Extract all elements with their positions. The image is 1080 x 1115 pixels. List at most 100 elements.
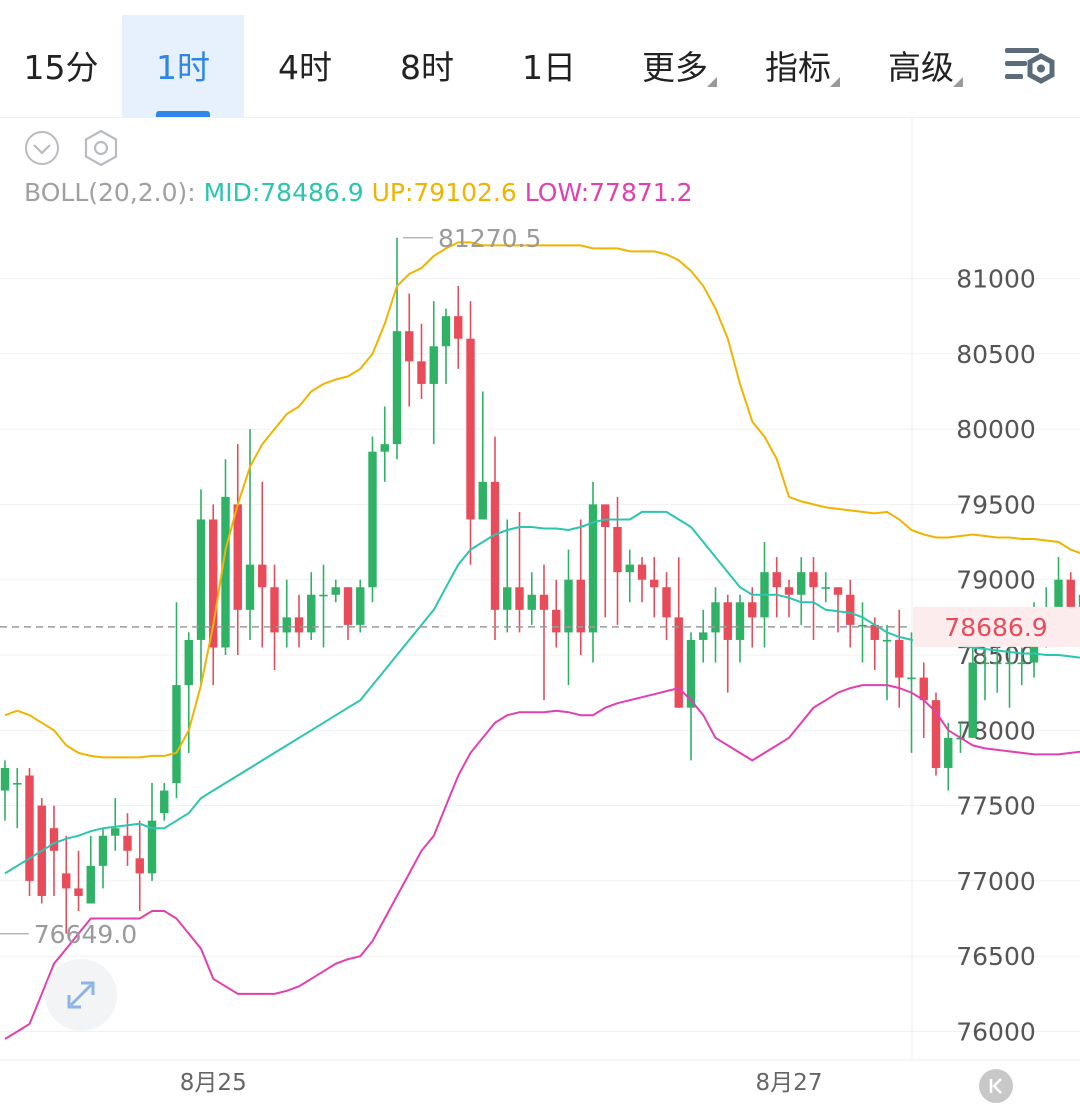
candle [625,549,634,603]
candle [980,647,990,701]
candle-body [711,602,720,633]
boll-up-line [4,241,1080,759]
candle-body [62,873,71,889]
boll-up-value: UP:79102.6 [371,178,517,207]
candle-body [735,602,745,640]
tab-15m[interactable]: 15分 [0,15,122,117]
candle [172,602,181,799]
candle-body [980,662,990,665]
scroll-to-latest-glyph [989,1078,1002,1094]
candle [454,286,463,369]
boll-label: BOLL(20,2.0): [24,178,196,207]
candle [196,489,206,686]
candle-body [74,888,83,896]
tab-indicators[interactable]: 指标 [760,15,840,117]
candle-body [123,835,132,851]
candle-body [907,677,916,680]
candle [209,504,218,686]
candle-body [0,767,10,791]
candle-body [870,624,879,640]
candle [13,767,22,829]
candle [674,557,683,708]
tab-1d[interactable]: 1日 [488,15,610,117]
candle [245,429,255,640]
hexagon-settings-icon[interactable] [82,129,120,167]
candle [797,557,806,625]
candle-body [13,783,22,785]
candle-body [576,579,585,633]
candle [613,496,622,625]
candle-body [331,587,340,595]
candle-body [258,564,267,588]
candle [49,805,59,896]
candle-body [968,662,977,738]
x-tick-label: 8月25 [180,1070,247,1096]
candle [62,835,71,934]
tab-label: 更多 [642,48,708,87]
candle [748,587,757,648]
candle-body [882,639,892,642]
candle [356,579,365,633]
candle [870,617,879,671]
chevron-down-icon[interactable] [24,130,60,166]
candle-body [196,519,206,640]
candle-body [429,346,438,384]
candle-body [993,662,1002,665]
candle [895,609,904,708]
candle-body [184,639,193,686]
tab-more[interactable]: 更多 [637,15,717,117]
candle [527,572,536,625]
candle-body [49,828,59,851]
candle [686,632,696,761]
candle [588,481,598,663]
candle [931,692,941,776]
tab-1h[interactable]: 1时 [122,15,244,117]
candle [307,572,316,640]
candle-body [441,316,451,347]
candle-body [478,481,487,520]
candle [429,301,438,445]
candle-body [380,444,389,452]
tab-advanced[interactable]: 高级 [883,15,963,117]
candle-body [503,587,512,610]
tab-label: 15分 [23,48,99,87]
candle [441,308,451,384]
candle [368,436,377,603]
candle [711,587,720,663]
chart-settings-icon[interactable] [1003,44,1057,88]
dropdown-triangle-icon [707,77,717,87]
tab-label: 1时 [156,48,210,87]
candle-body [846,594,855,625]
candle [944,722,953,791]
candle [221,459,230,655]
candle-body [833,587,843,595]
candle-body [135,858,144,874]
candle-body [772,572,781,588]
candle [735,594,745,663]
y-tick-label: 80000 [956,415,1036,444]
candle-body [160,790,169,814]
scroll-to-latest-icon[interactable] [979,1069,1013,1103]
candle-body [270,587,279,633]
expand-button[interactable] [45,959,117,1031]
candle [123,813,132,866]
tab-label: 8时 [400,48,454,87]
candle [184,632,193,753]
candle-body [417,361,426,384]
candle [331,579,340,603]
tab-4h[interactable]: 4时 [244,15,366,117]
candle [576,519,585,655]
candle [968,647,977,738]
candle [821,572,830,603]
candle [503,519,512,633]
y-tick-label: 80500 [956,340,1036,369]
tab-label: 1日 [522,48,576,87]
candle [135,820,144,912]
tab-label: 4时 [278,48,332,87]
y-tick-label: 76000 [956,1018,1036,1047]
candle-body [86,865,95,904]
tab-8h[interactable]: 8时 [366,15,488,117]
high-marker-label: 81270.5 [438,224,541,253]
candle-body [319,594,328,597]
